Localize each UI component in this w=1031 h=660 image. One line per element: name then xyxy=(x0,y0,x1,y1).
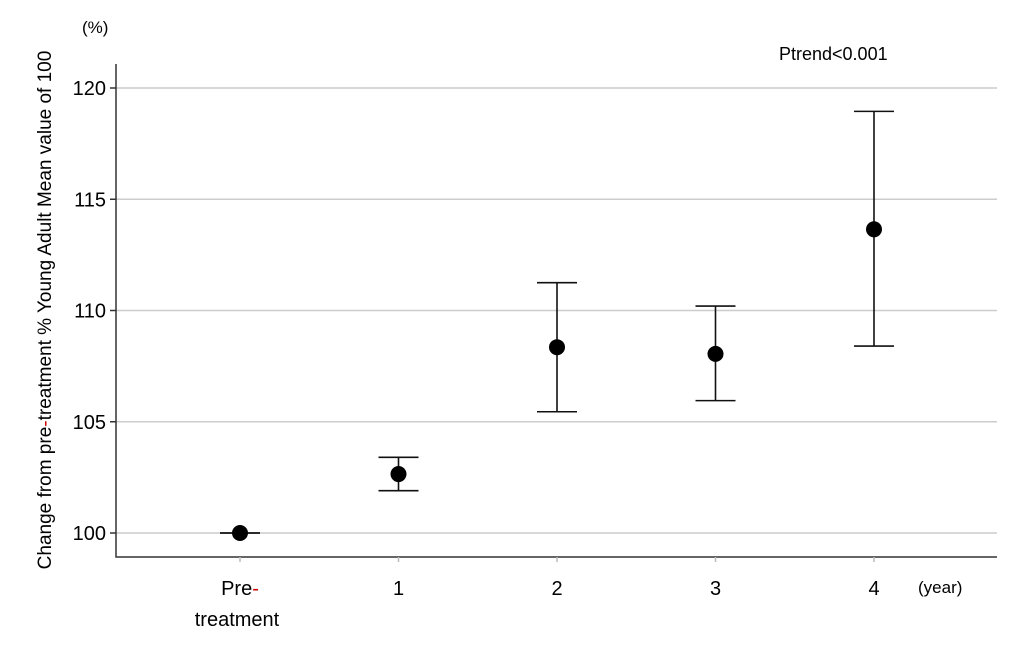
y-tick-label: 120 xyxy=(73,78,106,100)
axis-frame xyxy=(115,64,997,558)
x-tick-labels: Pre-treatment 1 2 3 4 xyxy=(195,557,880,631)
data-point-0 xyxy=(232,525,248,541)
y-axis-label-part1: Change from pre xyxy=(35,427,56,570)
y-tick-label: 105 xyxy=(73,412,106,434)
data-point-4 xyxy=(866,221,882,238)
y-tick-label: 110 xyxy=(74,301,106,323)
y-tick-label: 115 xyxy=(74,189,106,211)
y-axis-label-part2: treatment % Young Adult Mean value of 10… xyxy=(35,51,56,421)
x-tick-label: 1 xyxy=(393,578,404,600)
data-points xyxy=(232,221,882,541)
x-tick-label: Pre- xyxy=(221,578,259,600)
data-point-2 xyxy=(549,339,565,356)
ptrend-annotation: Ptrend<0.001 xyxy=(779,44,888,64)
y-unit-label: (%) xyxy=(82,18,108,37)
y-axis-label: Change from pre-treatment % Young Adult … xyxy=(35,51,56,570)
x-tick-label: 2 xyxy=(551,578,562,600)
data-point-3 xyxy=(707,345,724,362)
x-tick-label-line2: treatment xyxy=(195,609,280,631)
x-tick-label: 4 xyxy=(868,578,879,600)
x-tick-label: 3 xyxy=(710,578,721,600)
y-tick-labels: 100 105 110 115 120 xyxy=(73,78,116,545)
error-bars xyxy=(220,110,894,534)
data-point-1 xyxy=(390,466,407,483)
y-axis-label-dash: - xyxy=(35,420,56,426)
y-tick-label: 100 xyxy=(73,523,106,545)
x-unit-label: (year) xyxy=(918,578,962,597)
axes xyxy=(115,64,997,558)
